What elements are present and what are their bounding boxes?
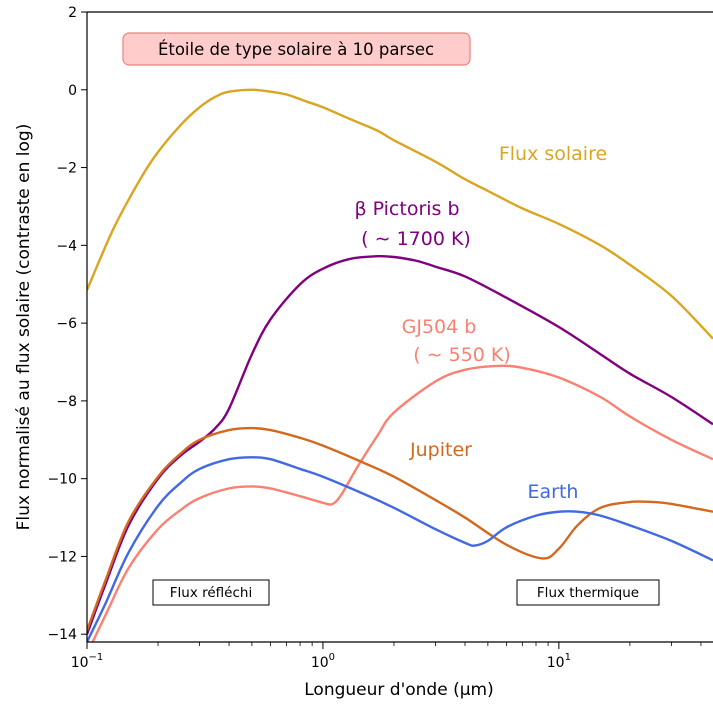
series-label-beta-pic-line1: β Pictoris b	[354, 198, 459, 220]
y-tick-label: 2	[68, 5, 77, 21]
series-layer	[87, 88, 713, 642]
reflected-flux-box: Flux réfléchi	[152, 579, 270, 606]
y-tick-label: −6	[56, 316, 77, 332]
series-label-earth: Earth	[528, 481, 579, 503]
reflected-flux-frame	[152, 579, 270, 606]
y-tick-label: −4	[56, 238, 77, 254]
series-label-jupiter: Jupiter	[409, 439, 472, 461]
y-tick-label: −12	[47, 549, 77, 565]
ticks-layer: 2 0 −2 −4 −6 −8 −10 −12 −14 10−1 100 101	[47, 5, 702, 671]
series-line-2	[91, 364, 713, 642]
y-tick-label: −2	[56, 161, 77, 177]
x-tick-label: 100	[311, 652, 335, 671]
chart-title: Étoile de type solaire à 10 parsec	[158, 40, 434, 59]
thermal-flux-label: Flux thermique	[537, 585, 639, 601]
y-axis-label: Flux normalisé au flux solaire (contrast…	[14, 124, 34, 531]
reflected-flux-label: Flux réfléchi	[170, 585, 252, 601]
y-tick-label: −14	[47, 627, 77, 643]
y-tick-label: −10	[47, 472, 77, 488]
series-label-beta-pic-line2: ( ∼ 1700 K)	[361, 228, 471, 250]
y-tick-label: 0	[68, 83, 77, 99]
x-tick-label: 10−1	[71, 652, 104, 671]
series-label-gj504-line2: ( ∼ 550 K)	[413, 344, 511, 366]
series-line-3	[87, 426, 713, 631]
thermal-flux-box: Flux thermique	[516, 579, 660, 606]
series-label-gj504-line1: GJ504 b	[402, 316, 477, 338]
series-line-4	[87, 456, 713, 642]
y-tick-label: −8	[56, 394, 77, 410]
title-box: Étoile de type solaire à 10 parsec	[122, 32, 471, 66]
series-line-1	[87, 254, 713, 635]
x-axis-label: Longueur d'onde (µm)	[304, 680, 493, 700]
series-line-0	[87, 88, 713, 340]
thermal-flux-frame	[516, 579, 660, 606]
title-box-frame	[122, 32, 471, 66]
x-tick-label: 101	[547, 652, 571, 671]
series-label-solar: Flux solaire	[499, 143, 607, 165]
